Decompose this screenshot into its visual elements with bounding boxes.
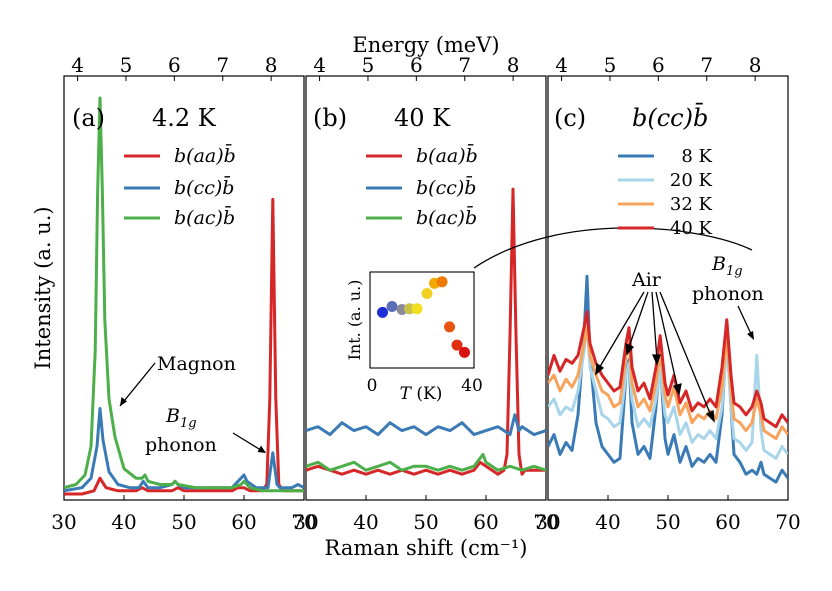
bottom-tick-b-60: 60 [473, 510, 498, 534]
bottom-tick-a-30: 30 [51, 510, 76, 534]
magnon-annotation: Magnon [157, 353, 236, 375]
panel-a-series [64, 96, 304, 496]
top-tick-b-8: 8 [507, 53, 520, 77]
bottom-axis-label: Raman shift (cm⁻¹) [325, 536, 528, 560]
panel-c-title: b(cc)b̄ [632, 103, 708, 132]
inset-point-0 [377, 306, 388, 318]
inset-points [377, 276, 470, 358]
top-tick-a-7: 7 [216, 53, 229, 77]
panel-a-phonon-label: phonon [145, 434, 217, 456]
panel-b-title: 40 K [394, 104, 451, 132]
inset-xtick-40: 40 [461, 376, 483, 396]
top-tick-c-4: 4 [555, 53, 568, 77]
panel-b-tag: (b) [313, 104, 347, 132]
air-arrows [595, 291, 715, 423]
top-tick-c-6: 6 [652, 53, 665, 77]
bottom-tick-c-30: 30 [535, 510, 560, 534]
panel-a-title: 4.2 K [152, 104, 217, 132]
inset-point-4 [411, 303, 423, 315]
axis-ticks: 30 40 50 60 704 5 6 7 830 40 50 60 704 5 6 7 830 40 50 60 70… [51, 53, 800, 534]
series-line-b-1 [306, 413, 546, 437]
panel-c-legend-32k: 32 K [670, 194, 713, 215]
inset-point-7 [436, 276, 448, 288]
panel-c-legend: 8 K 20 K 32 K 40 K [618, 146, 713, 239]
top-tick-b-4: 4 [313, 53, 326, 77]
bottom-tick-b-30: 30 [293, 510, 318, 534]
bottom-tick-a-70: 70 [291, 510, 316, 534]
panel-b-legend: b(aa)b̄ b(cc)b̄ b(ac)b̄ [366, 143, 478, 229]
series-line-b-0 [306, 187, 546, 476]
panel-b-legend-cc: b(cc)b̄ [416, 175, 476, 199]
bottom-tick-b-40: 40 [353, 510, 378, 534]
top-tick-b-7: 7 [458, 53, 471, 77]
bottom-tick-c-60: 60 [715, 510, 740, 534]
top-tick-c-7: 7 [700, 53, 713, 77]
series-line-a-2 [64, 96, 304, 493]
series-line-c-3 [548, 310, 788, 429]
inset-point-10 [459, 346, 470, 358]
bottom-tick-b-50: 50 [413, 510, 438, 534]
bottom-tick-c-40: 40 [595, 510, 620, 534]
panel-a-legend-cc: b(cc)b̄ [174, 175, 234, 199]
panel-b-legend-ac: b(ac)b̄ [416, 205, 477, 229]
panel-a-legend-ac: b(ac)b̄ [174, 205, 235, 229]
bottom-tick-a-50: 50 [171, 510, 196, 534]
panel-c-legend-8k: 8 K [681, 146, 712, 167]
inset-xlabel: T (K) [400, 384, 443, 404]
inset-plot: Int. (a. u.) 0 40 T (K) [345, 271, 483, 404]
air-annotation: Air [631, 269, 662, 291]
inset-point-5 [421, 288, 433, 299]
panel-c-legend-20k: 20 K [670, 170, 713, 191]
bottom-tick-b-70: 70 [533, 510, 558, 534]
inset-point-1 [386, 301, 398, 312]
panel-c-phonon-label: phonon [692, 283, 764, 305]
bottom-tick-a-40: 40 [111, 510, 136, 534]
bottom-tick-a-60: 60 [231, 510, 256, 534]
inset-point-9 [451, 339, 463, 351]
panel-b-series [306, 187, 546, 476]
panel-c-legend-40k: 40 K [670, 218, 713, 239]
top-tick-c-8: 8 [749, 53, 762, 77]
inset-ylabel: Int. (a. u.) [345, 280, 364, 361]
panel-a-legend: b(aa)b̄ b(cc)b̄ b(ac)b̄ [124, 143, 236, 229]
panel-b-legend-aa: b(aa)b̄ [416, 143, 478, 167]
top-tick-b-5: 5 [362, 53, 375, 77]
panel-c-series [548, 274, 788, 484]
top-axis-label: Energy (meV) [352, 33, 499, 57]
top-tick-c-5: 5 [604, 53, 617, 77]
inset-point-8 [444, 321, 455, 333]
top-tick-a-8: 8 [265, 53, 278, 77]
panel-c-tag: (c) [554, 104, 586, 132]
top-tick-a-6: 6 [168, 53, 181, 77]
panel-a-legend-aa: b(aa)b̄ [174, 143, 236, 167]
series-line-b-2 [306, 452, 546, 472]
y-axis-label: Intensity (a. u.) [31, 206, 55, 369]
inset-xtick-0: 0 [367, 376, 378, 396]
series-line-c-0 [548, 274, 788, 484]
top-tick-b-6: 6 [410, 53, 423, 77]
top-tick-a-4: 4 [71, 53, 84, 77]
bottom-tick-c-50: 50 [655, 510, 680, 534]
panel-a-b1g-label: B1g [165, 405, 197, 431]
panel-a-tag: (a) [72, 104, 105, 132]
top-tick-a-5: 5 [120, 53, 133, 77]
panel-c-b1g-label: B1g [711, 253, 743, 279]
series-line-a-0 [64, 197, 304, 496]
bottom-tick-c-70: 70 [775, 510, 800, 534]
